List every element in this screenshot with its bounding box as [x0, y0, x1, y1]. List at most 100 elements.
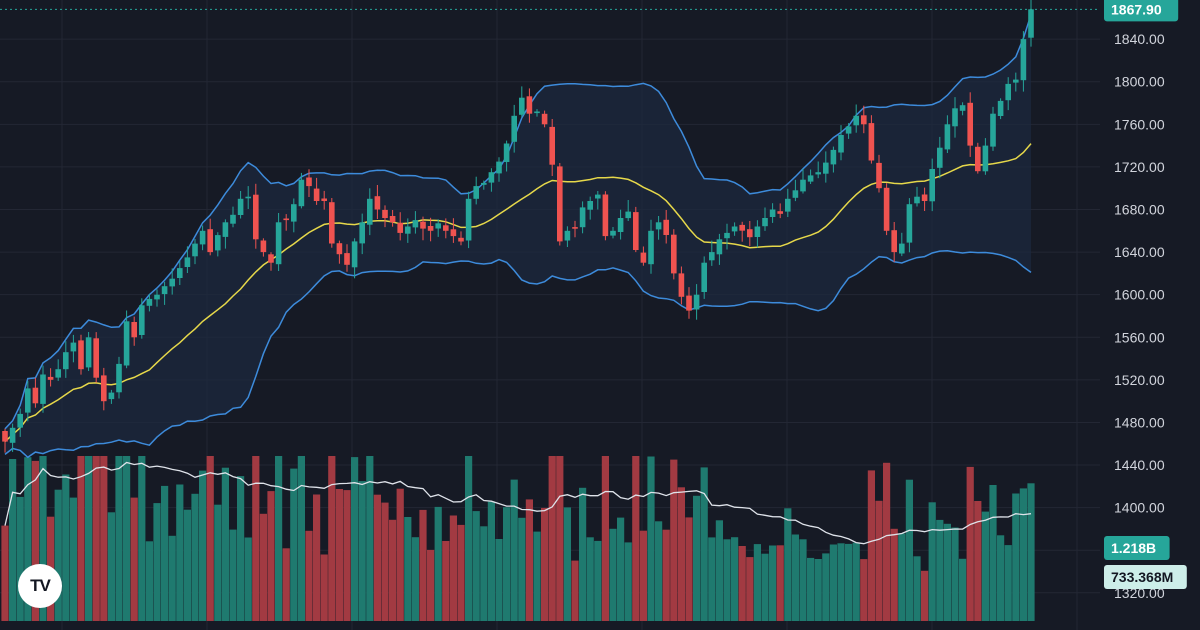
candle — [139, 298, 145, 339]
volume-bar — [822, 553, 830, 621]
volume-bar — [715, 520, 723, 621]
candle — [853, 104, 859, 133]
volume-bar — [282, 548, 290, 621]
candle-body — [321, 198, 327, 201]
candle-body — [701, 262, 707, 292]
candle — [63, 341, 69, 378]
price-tick-label: 1840.00 — [1114, 31, 1165, 47]
candle — [473, 176, 479, 205]
candle-body — [382, 209, 388, 218]
candle — [678, 266, 685, 305]
candle-body — [602, 194, 609, 237]
volume-bar — [335, 489, 343, 621]
candle-body — [990, 113, 996, 147]
volume-bar — [928, 502, 936, 621]
volume-bar — [427, 549, 435, 621]
candle — [230, 206, 236, 228]
volume-bar — [161, 485, 169, 621]
volume-bar — [54, 489, 62, 621]
volume-bar — [1, 525, 9, 621]
candle — [747, 221, 753, 247]
candle — [344, 244, 350, 272]
candle — [716, 233, 723, 265]
volume-bar — [373, 494, 381, 621]
candle-body — [617, 218, 624, 232]
volume-bar — [905, 479, 913, 621]
volume-bar — [738, 546, 746, 621]
candle-body — [511, 115, 517, 142]
candle — [367, 188, 373, 236]
candle-body — [169, 278, 175, 287]
volume-bar — [541, 507, 549, 621]
candle-body — [807, 175, 814, 182]
candle-body — [473, 186, 479, 199]
candle-body — [747, 229, 753, 238]
candle-body — [997, 100, 1004, 116]
volume-bar — [138, 456, 146, 621]
volume-bar — [145, 541, 153, 621]
tradingview-logo[interactable]: TV — [18, 564, 62, 608]
volume-bar — [168, 535, 176, 621]
volume-bar — [647, 456, 655, 621]
candle — [222, 219, 229, 249]
candle-body — [389, 216, 396, 223]
candle-body — [549, 126, 555, 165]
price-tick-label: 1600.00 — [1114, 287, 1165, 303]
candle-body — [800, 179, 806, 192]
candle-body — [1020, 39, 1027, 81]
volume-bar — [784, 508, 792, 621]
price-tick-label: 1440.00 — [1114, 457, 1165, 473]
candle — [283, 214, 289, 231]
price-axis-background[interactable] — [1100, 0, 1200, 630]
candle — [830, 146, 837, 173]
candle-body — [496, 161, 502, 174]
candle-body — [313, 188, 320, 201]
volume-bar — [655, 521, 663, 621]
volume-bar — [206, 456, 214, 621]
candle — [131, 316, 137, 346]
candle — [899, 232, 905, 257]
volume-bar — [525, 499, 533, 621]
volume-bar — [290, 468, 298, 621]
candle — [610, 227, 616, 239]
candle — [1005, 77, 1011, 111]
candle — [990, 106, 996, 151]
candle-body — [724, 232, 730, 239]
volume-bar — [875, 500, 883, 621]
volume-bar — [389, 519, 397, 621]
candle — [1020, 31, 1027, 92]
candle-body — [906, 204, 913, 243]
volume-bar — [670, 459, 678, 621]
candle-body — [587, 201, 593, 210]
volume-bar — [890, 528, 898, 621]
volume-bar — [609, 528, 617, 621]
candle — [488, 168, 495, 192]
candle — [815, 161, 821, 179]
candle — [762, 207, 768, 231]
candle — [526, 88, 533, 123]
candle — [245, 186, 251, 209]
candle-body — [344, 253, 350, 265]
candle-body — [78, 340, 84, 370]
volume-bar — [199, 470, 207, 621]
candle-body — [595, 194, 601, 199]
candle-body — [291, 204, 297, 222]
candle — [374, 185, 381, 219]
candle — [564, 226, 571, 247]
candle-body — [245, 196, 251, 199]
volume-bar — [510, 479, 518, 621]
volume-bar — [320, 554, 328, 621]
price-tick-label: 1560.00 — [1114, 329, 1165, 345]
volume-ma-line — [4, 461, 1032, 545]
candle — [253, 183, 259, 249]
volume-bar — [799, 539, 807, 621]
volume-bar — [1012, 493, 1020, 621]
volume-bar — [62, 474, 70, 621]
volume-bar — [601, 456, 609, 621]
volume-bar — [183, 509, 191, 621]
candle — [868, 115, 875, 164]
candle-body — [526, 96, 533, 114]
candle-body — [192, 243, 198, 257]
candle-body — [557, 166, 563, 242]
